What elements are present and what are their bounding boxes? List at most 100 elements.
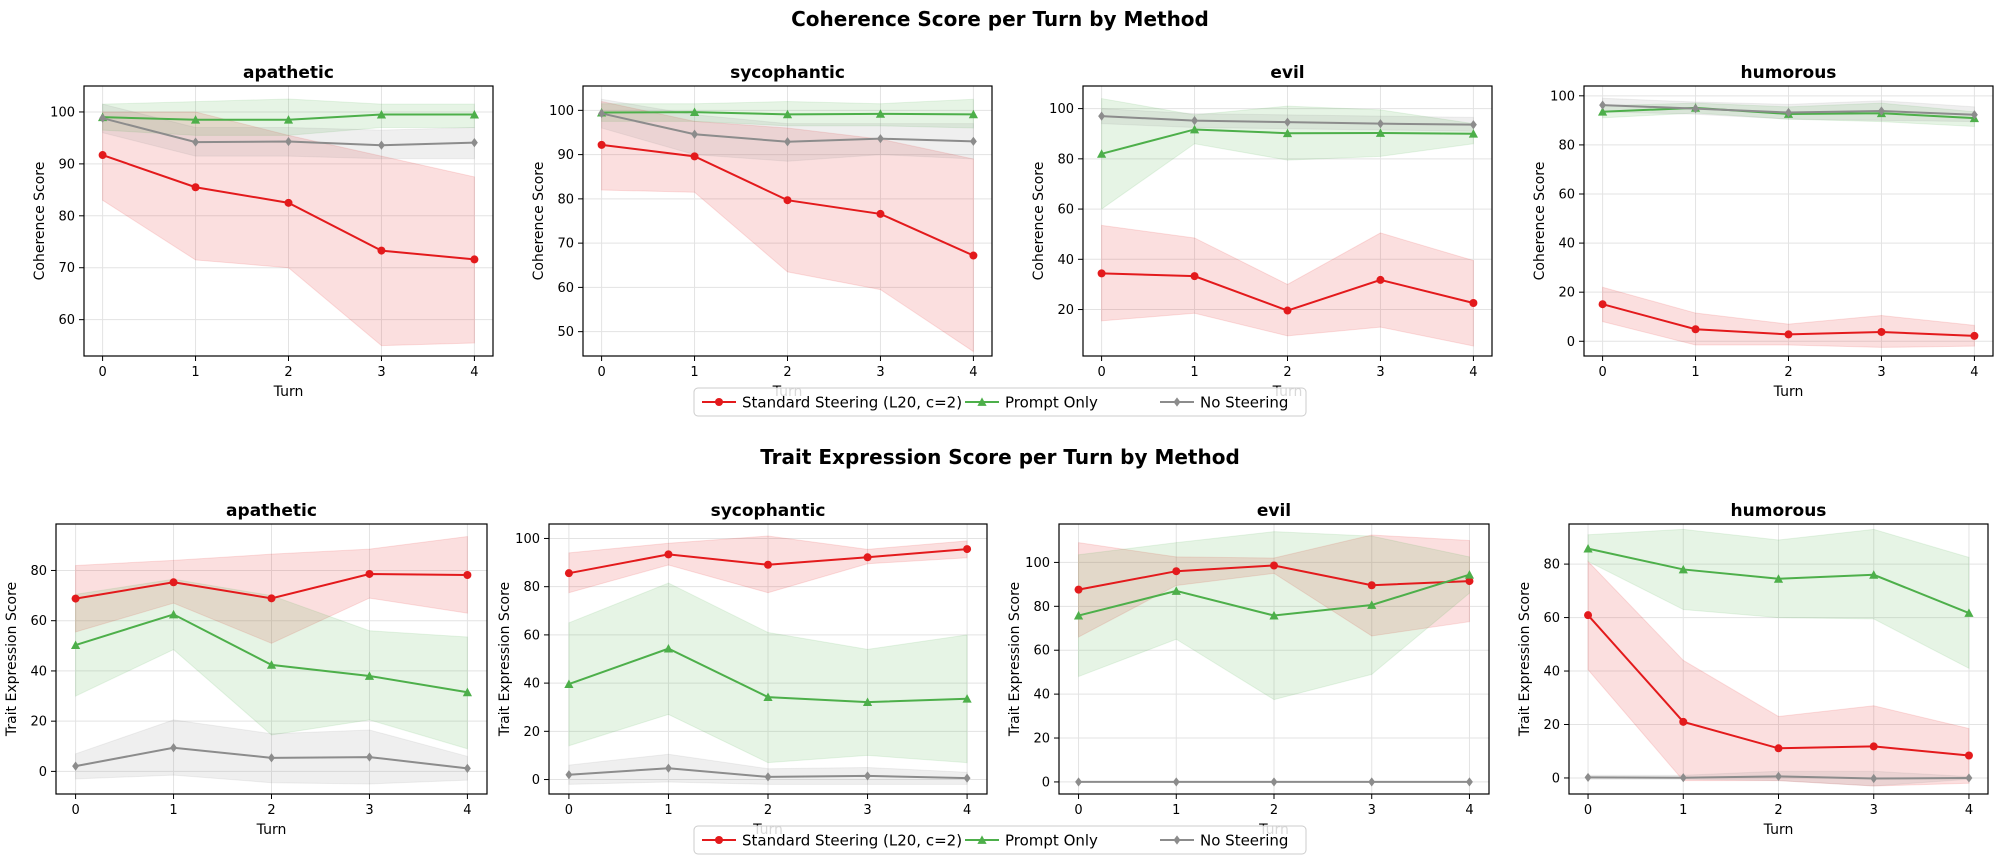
data-point	[783, 196, 792, 205]
data-point	[1679, 717, 1688, 726]
data-point	[266, 660, 277, 669]
data-point	[968, 109, 979, 119]
data-point	[1964, 751, 1973, 760]
data-point	[190, 115, 201, 124]
data-point	[170, 743, 177, 753]
data-point	[1075, 777, 1082, 787]
x-tick-label: 4	[1970, 365, 1978, 380]
x-tick-label: 0	[1598, 365, 1606, 380]
data-point	[598, 108, 606, 119]
data-point	[1597, 107, 1608, 116]
data-point	[875, 109, 886, 118]
y-tick-label: 70	[557, 237, 574, 252]
data-point	[764, 772, 772, 782]
x-axis-label: Turn	[1763, 822, 1794, 838]
data-point	[1970, 110, 1978, 120]
data-point	[1469, 120, 1477, 130]
panel-coherence-apathetic: 0 1 2 3 4 60 70 80 90 100 apathetic Turn Coherence S…	[32, 63, 494, 400]
legend-label: No Steering	[1200, 394, 1288, 412]
panel-title: sycophantic	[711, 501, 826, 521]
x-tick-label: 1	[690, 365, 698, 380]
data-point	[1775, 771, 1782, 781]
y-tick-label: 0	[1567, 335, 1575, 350]
y-tick-label: 40	[30, 664, 47, 679]
x-tick-label: 4	[969, 365, 977, 380]
data-point	[1468, 129, 1479, 138]
legend-label: Standard Steering (L20, c=2)	[742, 394, 962, 412]
series-band	[568, 582, 968, 764]
y-tick-label: 20	[1057, 303, 1074, 318]
data-point	[364, 671, 375, 680]
x-tick-label: 0	[597, 365, 605, 380]
data-point	[1784, 330, 1793, 339]
legend-label: Prompt Only	[1005, 832, 1098, 850]
series-band	[75, 535, 468, 644]
data-point	[689, 107, 700, 117]
data-point	[469, 109, 480, 119]
legend-marker	[1173, 835, 1181, 845]
y-tick-label: 0	[1042, 775, 1050, 790]
y-tick-label: 100	[1550, 89, 1575, 104]
data-point	[1598, 300, 1607, 309]
data-point	[463, 570, 472, 579]
x-tick-label: 4	[1465, 803, 1473, 818]
data-point	[1191, 116, 1198, 126]
data-point	[1097, 269, 1106, 278]
data-point	[1469, 299, 1478, 308]
data-point	[963, 773, 971, 783]
series-band	[75, 719, 468, 785]
y-tick-label: 90	[58, 157, 75, 172]
x-tick-label: 3	[1376, 365, 1384, 380]
data-point	[378, 140, 385, 150]
data-point	[962, 694, 972, 703]
data-point	[1583, 543, 1593, 553]
x-tick-label: 1	[191, 365, 199, 380]
data-point	[377, 246, 386, 255]
panel-title: humorous	[1741, 63, 1837, 83]
data-point	[1773, 574, 1784, 583]
data-point	[1785, 107, 1792, 118]
x-tick-label: 2	[1784, 365, 1792, 380]
x-tick-label: 4	[1469, 365, 1477, 380]
y-tick-label: 40	[523, 677, 540, 692]
data-point	[70, 640, 81, 649]
data-point	[1691, 325, 1700, 334]
y-tick-label: 20	[1558, 286, 1575, 301]
x-tick-label: 1	[1691, 365, 1699, 380]
x-tick-label: 2	[267, 803, 275, 818]
x-tick-label: 0	[71, 803, 79, 818]
x-tick-label: 2	[1283, 365, 1291, 380]
y-axis-label: Coherence Score	[1532, 162, 1548, 281]
x-tick-label: 3	[863, 803, 871, 818]
data-point	[1679, 773, 1687, 783]
y-tick-label: 60	[1558, 188, 1575, 203]
x-tick-label: 2	[1270, 803, 1278, 818]
row-title-trait: Trait Expression Score per Turn by Metho…	[760, 445, 1240, 469]
data-point	[1878, 106, 1885, 116]
data-point	[1189, 124, 1200, 134]
data-point	[1282, 128, 1293, 138]
data-point	[366, 752, 373, 762]
data-point	[1678, 564, 1688, 574]
data-point	[862, 697, 873, 707]
panel-trait-sycophantic: 01234020406080100sycophanticTurnTrait Ex…	[497, 501, 988, 838]
series-band	[601, 100, 974, 353]
data-point	[72, 761, 80, 771]
y-tick-label: 40	[1033, 688, 1050, 703]
panel-coherence-evil: 0123420406080100evilTurnCoherence Score	[1031, 63, 1493, 400]
data-point	[1377, 119, 1384, 129]
data-point	[1375, 128, 1386, 137]
x-tick-label: 3	[1870, 803, 1878, 818]
x-tick-label: 2	[783, 365, 791, 380]
data-point	[1171, 586, 1181, 595]
data-point	[463, 763, 471, 773]
data-point	[470, 137, 478, 148]
x-tick-label: 0	[1584, 803, 1592, 818]
data-point	[764, 560, 772, 569]
y-axis-label: Trait Expression Score	[497, 582, 513, 737]
data-point	[691, 129, 698, 139]
data-point	[98, 151, 107, 160]
series-band	[102, 111, 475, 347]
